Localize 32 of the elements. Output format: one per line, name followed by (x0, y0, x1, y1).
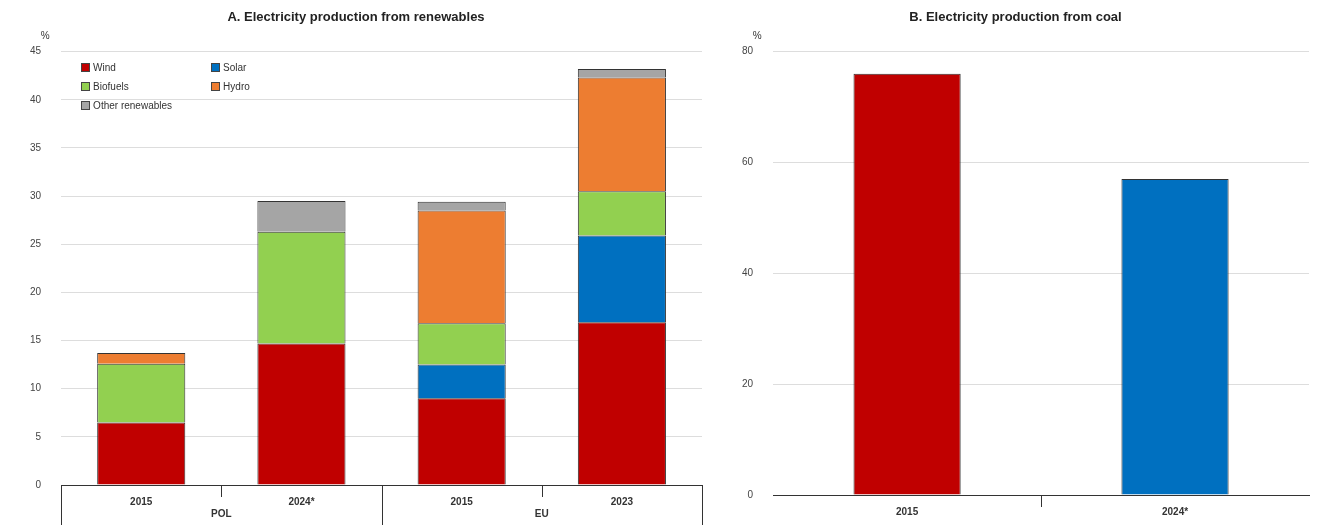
legend-label: Other renewables (92, 99, 174, 111)
y-tick-label: 20 (742, 377, 754, 389)
y-tick-label: 35 (30, 141, 42, 153)
y-tick-label: 20 (30, 286, 42, 298)
x-tick-label: 2015 (895, 505, 919, 517)
y-tick-label: 10 (30, 382, 42, 394)
legend-label: Biofuels (92, 80, 130, 92)
text: POL (211, 507, 232, 519)
y-tick-label: 0 (35, 478, 42, 490)
y-tick-label: 80 (742, 45, 754, 57)
chart-title: B. Electricity production from coal (909, 9, 1122, 25)
x-tick-label: 2015 (130, 495, 153, 507)
x-tick-label: 2024* (1161, 505, 1189, 517)
y-tick-label: 25 (30, 237, 42, 249)
x-tick-label: 2024* (288, 495, 315, 507)
x-tick-label: 2015 (450, 495, 474, 507)
x-tick-label: 2023 (610, 495, 634, 507)
y-axis-title: % (752, 30, 762, 42)
y-tick-label: 40 (742, 267, 754, 279)
legend-label: Solar (222, 61, 248, 73)
y-axis-title: % (40, 30, 50, 42)
chart-title: A. Electricity production from renewables (227, 9, 485, 25)
legend-label: Wind (92, 61, 117, 73)
y-tick-label: 45 (30, 45, 42, 57)
legend-label: Hydro (222, 80, 251, 92)
y-tick-label: 60 (742, 156, 754, 168)
y-tick-label: 15 (30, 334, 42, 346)
text: EU (534, 507, 549, 519)
y-tick-label: 5 (35, 430, 42, 442)
y-tick-label: 40 (30, 93, 42, 105)
y-tick-label: 0 (747, 488, 754, 500)
y-tick-label: 30 (30, 189, 42, 201)
